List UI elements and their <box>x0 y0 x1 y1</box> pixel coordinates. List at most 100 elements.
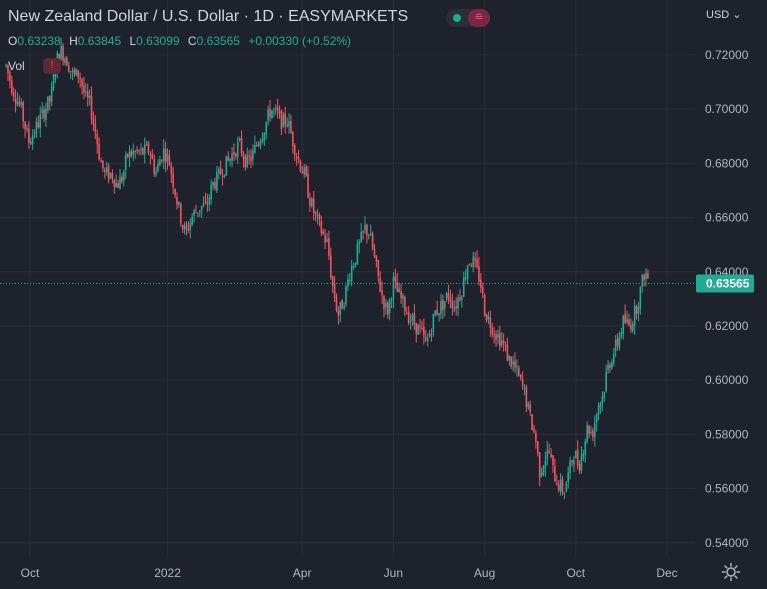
candle-body <box>609 364 611 368</box>
candle-body <box>593 423 596 438</box>
candle-body <box>630 324 632 330</box>
candle-body <box>162 148 165 161</box>
candle-body <box>512 361 514 365</box>
candle-body <box>491 327 494 335</box>
candle-body <box>274 107 277 109</box>
candle-body <box>514 361 516 368</box>
candle-body <box>124 155 127 171</box>
candle-body <box>295 156 298 158</box>
last-price-badge <box>696 274 754 293</box>
candle-body <box>360 231 362 242</box>
candle-body <box>185 224 188 229</box>
candle-body <box>271 110 273 118</box>
volume-warning-icon[interactable]: ! <box>43 58 61 74</box>
candle-body <box>326 239 328 242</box>
low-label: L <box>129 34 137 48</box>
candle-body <box>540 472 543 476</box>
candle-body <box>331 276 334 286</box>
candle-body <box>282 114 285 128</box>
candle-body <box>639 287 642 309</box>
candle-body <box>254 144 256 153</box>
settings-gear-icon[interactable] <box>721 562 741 582</box>
candle-body <box>400 290 402 299</box>
candle-body <box>64 58 66 63</box>
candle-body <box>43 108 45 119</box>
candle-body <box>290 121 292 133</box>
candle-body <box>349 280 351 282</box>
candle-body <box>301 171 304 174</box>
candle-body <box>485 314 488 321</box>
candle-body <box>350 266 353 282</box>
candle-body <box>85 91 87 93</box>
candle-body <box>388 299 391 314</box>
candle-body <box>83 85 85 93</box>
candle-body <box>134 151 137 153</box>
candle-body <box>478 266 480 282</box>
candle-body <box>117 183 119 188</box>
candle-body <box>402 295 404 300</box>
candle-body <box>92 118 95 124</box>
price-axis: 0.720000.700000.680000.660000.640000.620… <box>705 48 749 550</box>
candle-body <box>430 333 433 335</box>
low-value: 0.63099 <box>136 34 180 48</box>
candle-body <box>138 150 140 152</box>
candle-body <box>616 338 619 346</box>
candle-body <box>525 386 528 407</box>
candle-body <box>377 259 380 277</box>
candle-body <box>603 392 606 399</box>
x-tick-label: Jun <box>384 566 403 580</box>
candle-body <box>242 153 245 159</box>
candle-body <box>611 362 613 368</box>
candle-body <box>628 319 630 325</box>
candle-body <box>582 453 585 457</box>
candle-body <box>641 275 644 287</box>
candle-body <box>276 107 279 112</box>
candle-body <box>546 449 549 459</box>
candle-body <box>516 366 518 368</box>
candle-body <box>292 131 294 146</box>
candle-body <box>265 122 268 134</box>
candle-body <box>280 110 283 129</box>
candle-body <box>506 344 509 361</box>
market-open-icon <box>453 14 461 22</box>
candle-body <box>12 92 15 97</box>
candle-body <box>409 320 412 322</box>
candle-body <box>71 70 74 72</box>
candle-body <box>548 451 550 453</box>
last-price-text: 0.63565 <box>706 277 750 291</box>
candle-body <box>244 157 247 168</box>
indicator-icon[interactable]: ≘ <box>468 9 490 27</box>
x-tick-label: Oct <box>21 566 40 580</box>
candle-body <box>105 167 108 173</box>
candle-body <box>7 64 9 73</box>
candle-body <box>88 95 91 98</box>
candle-body <box>233 151 235 155</box>
candle-body <box>26 128 28 131</box>
market-status-pill[interactable]: ≘ <box>446 9 490 27</box>
candle-body <box>77 70 80 78</box>
last-price-label: 0.63565 <box>696 274 754 293</box>
candle-body <box>521 379 524 387</box>
candle-body <box>595 414 598 423</box>
candle-body <box>227 157 230 161</box>
candle-body <box>573 459 575 465</box>
candle-body <box>168 155 171 166</box>
candle-body <box>312 198 315 213</box>
currency-selector[interactable]: USD ⌄ <box>706 8 742 21</box>
candle-body <box>172 173 174 188</box>
candle-body <box>297 157 300 160</box>
candle-body <box>434 310 437 316</box>
candle-body <box>86 91 89 98</box>
candle-body <box>269 108 271 117</box>
volume-label[interactable]: Vol <box>8 59 25 73</box>
candle-body <box>191 216 193 225</box>
candle-body <box>22 102 24 122</box>
candle-body <box>538 452 541 478</box>
candle-body <box>335 297 338 311</box>
candle-body <box>69 71 72 73</box>
candle-body <box>499 332 501 347</box>
candle-body <box>462 277 465 297</box>
candle-body <box>519 374 522 378</box>
candle-body <box>497 334 499 338</box>
